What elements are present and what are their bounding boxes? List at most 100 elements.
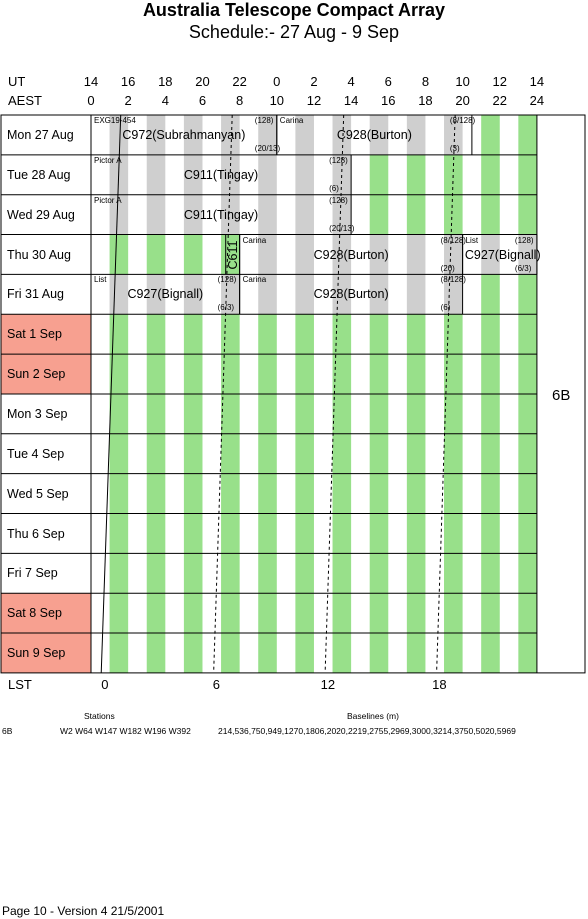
time-band bbox=[221, 194, 240, 235]
ut-tick: 8 bbox=[421, 74, 430, 89]
time-band bbox=[444, 473, 463, 514]
time-band bbox=[444, 154, 463, 195]
source-label: Pictor A bbox=[94, 195, 122, 205]
bandwidth-label: (6/3) bbox=[514, 263, 532, 273]
time-band bbox=[406, 154, 426, 195]
source-label: Carina bbox=[279, 116, 304, 125]
footer-config: 6B bbox=[2, 726, 13, 736]
time-band bbox=[444, 194, 463, 235]
block-title: C611 bbox=[225, 240, 240, 270]
aest-tick: 24 bbox=[529, 93, 545, 108]
time-band bbox=[481, 553, 500, 594]
time-band bbox=[444, 354, 463, 394]
time-band bbox=[332, 274, 352, 315]
aest-tick: 14 bbox=[343, 93, 359, 108]
time-band bbox=[295, 433, 314, 474]
time-band bbox=[369, 473, 389, 514]
time-band bbox=[183, 433, 203, 474]
time-band bbox=[146, 393, 166, 434]
time-band bbox=[518, 354, 537, 394]
bandwidth-label: (3) bbox=[449, 144, 460, 153]
baselines-list: 214,536,750,949,1270,1806,2020,2219,2755… bbox=[218, 726, 516, 736]
aest-tick: 6 bbox=[198, 93, 207, 108]
time-band bbox=[332, 234, 352, 275]
day-label: Sat 1 Sep bbox=[7, 327, 62, 342]
time-band bbox=[406, 593, 426, 634]
time-band bbox=[518, 393, 537, 434]
time-band bbox=[109, 314, 129, 355]
lst-tick: 0 bbox=[101, 677, 109, 692]
time-band bbox=[295, 115, 314, 155]
aest-tick: 2 bbox=[124, 93, 132, 108]
freq-label: (8/128) bbox=[440, 235, 466, 245]
baselines-header: Baselines (m) bbox=[347, 711, 399, 721]
time-band bbox=[332, 633, 352, 673]
day-label: Wed 5 Sep bbox=[7, 486, 69, 501]
aest-tick: 22 bbox=[492, 93, 507, 108]
freq-label: (128) bbox=[514, 235, 534, 245]
time-band bbox=[258, 593, 277, 634]
ut-axis-label: UT bbox=[8, 74, 26, 89]
time-band bbox=[183, 274, 203, 315]
aest-tick: 4 bbox=[161, 93, 169, 108]
day-label: Mon 27 Aug bbox=[7, 128, 74, 142]
source-label: List bbox=[94, 275, 107, 285]
weekend-highlight bbox=[1, 314, 91, 355]
ut-tick: 14 bbox=[529, 74, 545, 89]
time-band bbox=[369, 633, 389, 673]
time-band bbox=[518, 115, 537, 155]
time-band bbox=[444, 513, 463, 554]
freq-label: (8/128) bbox=[449, 116, 476, 125]
time-band bbox=[109, 354, 129, 394]
time-band bbox=[109, 473, 129, 514]
time-band bbox=[146, 513, 166, 554]
day-label: Tue 28 Aug bbox=[7, 167, 71, 182]
time-band bbox=[146, 194, 166, 235]
time-band bbox=[369, 593, 389, 634]
time-band bbox=[221, 433, 240, 474]
time-band bbox=[258, 513, 277, 554]
time-band bbox=[146, 473, 166, 514]
time-band bbox=[481, 393, 500, 434]
page-subtitle: Schedule:- 27 Aug - 9 Sep bbox=[188, 22, 400, 42]
time-band bbox=[295, 154, 314, 195]
time-band bbox=[258, 194, 277, 235]
time-band bbox=[332, 314, 352, 355]
time-band bbox=[518, 593, 537, 634]
time-band bbox=[481, 274, 500, 315]
ut-tick: 18 bbox=[158, 74, 173, 89]
block-title: C928(Burton) bbox=[336, 128, 412, 142]
time-band bbox=[406, 473, 426, 514]
time-band bbox=[406, 553, 426, 594]
block-title: C911(Tingay) bbox=[183, 207, 259, 222]
time-band bbox=[146, 433, 166, 474]
time-band bbox=[109, 633, 129, 673]
time-band bbox=[109, 274, 129, 315]
time-band bbox=[146, 553, 166, 594]
schedule-grid bbox=[0, 114, 586, 674]
freq-label: (128) bbox=[217, 275, 237, 285]
aest-tick: 16 bbox=[381, 93, 396, 108]
lst-tick: 18 bbox=[432, 677, 447, 692]
time-band bbox=[332, 194, 352, 235]
time-band bbox=[183, 513, 203, 554]
aest-tick: 12 bbox=[306, 93, 322, 108]
bandwidth-label: (6/3) bbox=[217, 303, 235, 313]
block-title: C928(Burton) bbox=[313, 287, 389, 302]
time-band bbox=[295, 633, 314, 673]
bandwidth-label: (6) bbox=[440, 303, 451, 313]
time-band bbox=[109, 513, 129, 554]
time-band bbox=[221, 154, 240, 195]
day-label: Sun 2 Sep bbox=[7, 367, 66, 382]
time-band bbox=[406, 633, 426, 673]
time-band bbox=[221, 314, 240, 355]
time-band bbox=[518, 154, 537, 195]
aest-tick: 10 bbox=[269, 93, 285, 108]
time-band bbox=[295, 393, 314, 434]
time-band bbox=[295, 593, 314, 634]
time-band bbox=[518, 194, 537, 235]
time-band bbox=[146, 633, 166, 673]
time-band bbox=[444, 314, 463, 355]
time-band bbox=[481, 154, 500, 195]
time-band bbox=[444, 115, 463, 155]
